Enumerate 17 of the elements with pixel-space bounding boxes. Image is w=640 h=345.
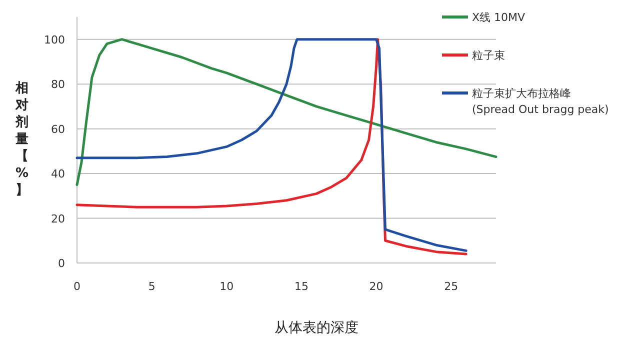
- legend-label: X线 10MV: [472, 11, 526, 24]
- y-axis-title: 相对剂量【%】: [14, 81, 29, 198]
- y-tick-label: 20: [51, 212, 65, 226]
- x-tick-label: 5: [148, 280, 156, 293]
- y-tick-label: 40: [51, 168, 65, 181]
- legend-label: 粒子束: [472, 49, 505, 62]
- x-tick-label: 10: [220, 280, 234, 293]
- y-tick-label: 0: [58, 257, 65, 270]
- y-tick-label: 80: [51, 78, 65, 92]
- x-tick-label: 0: [74, 280, 80, 293]
- x-tick-label: 25: [444, 280, 458, 293]
- legend-label: 粒子束扩大布拉格峰 (Spread Out bragg peak): [472, 87, 609, 116]
- y-tick-label: 60: [51, 122, 65, 136]
- x-axis-title: 从体表的深度: [274, 320, 358, 336]
- x-tick-label: 20: [369, 280, 384, 293]
- y-tick-label: 100: [44, 33, 65, 46]
- x-tick-label: 15: [294, 280, 308, 293]
